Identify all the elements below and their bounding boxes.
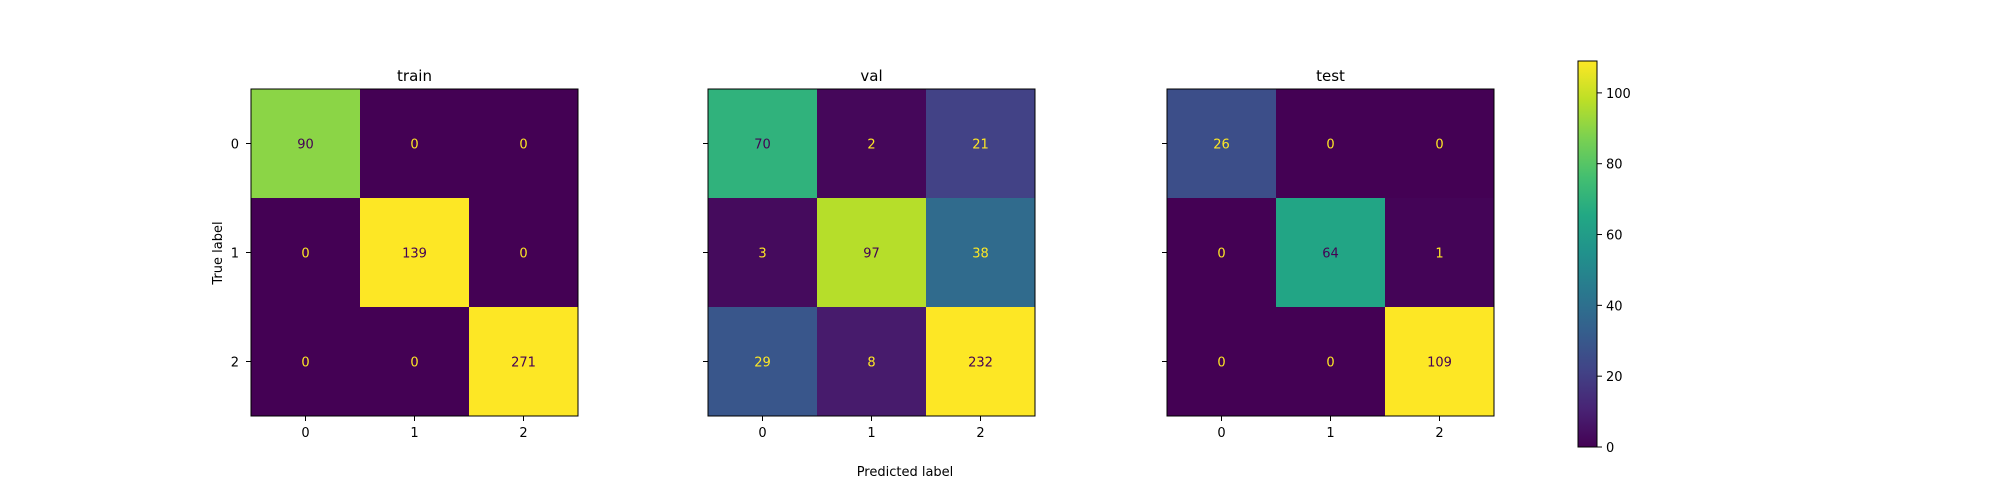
- colorbar-tick-label: 60: [1606, 229, 1623, 244]
- cell-value-label: 232: [968, 356, 993, 371]
- x-tick-label: 1: [410, 426, 418, 441]
- cell-value-label: 26: [1213, 138, 1230, 153]
- panel-title: test: [1316, 67, 1345, 85]
- heatmap-cell: [1385, 307, 1494, 416]
- cell-value-label: 97: [863, 247, 880, 262]
- x-tick-label: 1: [867, 426, 875, 441]
- cell-value-label: 90: [297, 138, 314, 153]
- cell-value-label: 0: [519, 247, 527, 262]
- colorbar-tick-label: 100: [1606, 87, 1631, 102]
- heatmap-cell: [251, 198, 360, 307]
- heatmap-cell: [708, 198, 817, 307]
- heatmap-cell: [817, 89, 926, 198]
- cell-value-label: 70: [754, 138, 771, 153]
- cell-value-label: 2: [867, 138, 875, 153]
- heatmap-cell: [1276, 198, 1385, 307]
- colorbar-tick-label: 20: [1606, 370, 1623, 385]
- cell-value-label: 0: [301, 247, 309, 262]
- heatmap-cell: [817, 307, 926, 416]
- heatmap-cell: [1167, 307, 1276, 416]
- panel-train: train 90 0 0 0 139 0 0 0 271 0 0 1 1 2 2: [231, 67, 579, 441]
- cell-value-label: 8: [867, 356, 875, 371]
- x-tick-label: 2: [1435, 426, 1443, 441]
- panel-test: test 26 0 0 0 64 1 0 0 109 0 1 2: [1162, 67, 1495, 441]
- heatmap-cell: [469, 89, 578, 198]
- y-tick-label: 0: [231, 138, 239, 153]
- heatmap-cell: [708, 307, 817, 416]
- colorbar-tick-label: 80: [1606, 158, 1623, 173]
- cell-value-label: 0: [1326, 138, 1334, 153]
- colorbar-tick-label: 40: [1606, 299, 1623, 314]
- heatmap-cell: [817, 198, 926, 307]
- cell-value-label: 0: [301, 356, 309, 371]
- panel-title: train: [397, 67, 432, 85]
- heatmap-cell: [1167, 89, 1276, 198]
- x-tick-label: 0: [301, 426, 309, 441]
- colorbar-gradient: [1577, 60, 1598, 448]
- x-tick-label: 0: [1217, 426, 1225, 441]
- heatmap-cell: [708, 89, 817, 198]
- cell-value-label: 0: [1435, 138, 1443, 153]
- heatmap-cell: [1276, 89, 1385, 198]
- x-tick-label: 2: [976, 426, 984, 441]
- colorbar-tick-label: 0: [1606, 441, 1614, 456]
- cell-value-label: 29: [754, 356, 771, 371]
- y-tick-label: 2: [231, 356, 239, 371]
- cell-value-label: 1: [1435, 247, 1443, 262]
- cell-value-label: 0: [1326, 356, 1334, 371]
- cell-value-label: 139: [402, 247, 427, 262]
- cell-value-label: 3: [758, 247, 766, 262]
- cell-value-label: 0: [410, 138, 418, 153]
- panel-title: val: [860, 67, 882, 85]
- heatmap-cell: [360, 307, 469, 416]
- heatmap-cell: [1276, 307, 1385, 416]
- heatmap-cell: [360, 89, 469, 198]
- x-tick-label: 2: [519, 426, 527, 441]
- heatmap-cell: [926, 307, 1035, 416]
- x-axis-label: Predicted label: [857, 465, 954, 480]
- heatmap-cell: [926, 198, 1035, 307]
- x-tick-label: 1: [1326, 426, 1334, 441]
- panel-val: val 70 2 21 3 97 38 29 8 232 0 1 2: [703, 67, 1036, 441]
- heatmap-cell: [251, 307, 360, 416]
- cell-value-label: 0: [1217, 247, 1225, 262]
- y-axis-label: True label: [211, 221, 226, 285]
- cell-value-label: 64: [1322, 247, 1339, 262]
- cell-value-label: 21: [972, 138, 989, 153]
- heatmap-cell: [1385, 198, 1494, 307]
- heatmap-cell: [360, 198, 469, 307]
- heatmap-cell: [1385, 89, 1494, 198]
- cell-value-label: 0: [1217, 356, 1225, 371]
- y-tick-label: 1: [231, 247, 239, 262]
- cell-value-label: 109: [1427, 356, 1452, 371]
- cell-value-label: 271: [511, 356, 536, 371]
- x-tick-label: 0: [758, 426, 766, 441]
- heatmap-cell: [469, 198, 578, 307]
- colorbar: 0 20 40 60 80 100: [1577, 60, 1631, 456]
- heatmap-cell: [1167, 198, 1276, 307]
- cell-value-label: 38: [972, 247, 989, 262]
- cell-value-label: 0: [410, 356, 418, 371]
- cell-value-label: 0: [519, 138, 527, 153]
- heatmap-cell: [469, 307, 578, 416]
- heatmap-cell: [926, 89, 1035, 198]
- heatmap-cell: [251, 89, 360, 198]
